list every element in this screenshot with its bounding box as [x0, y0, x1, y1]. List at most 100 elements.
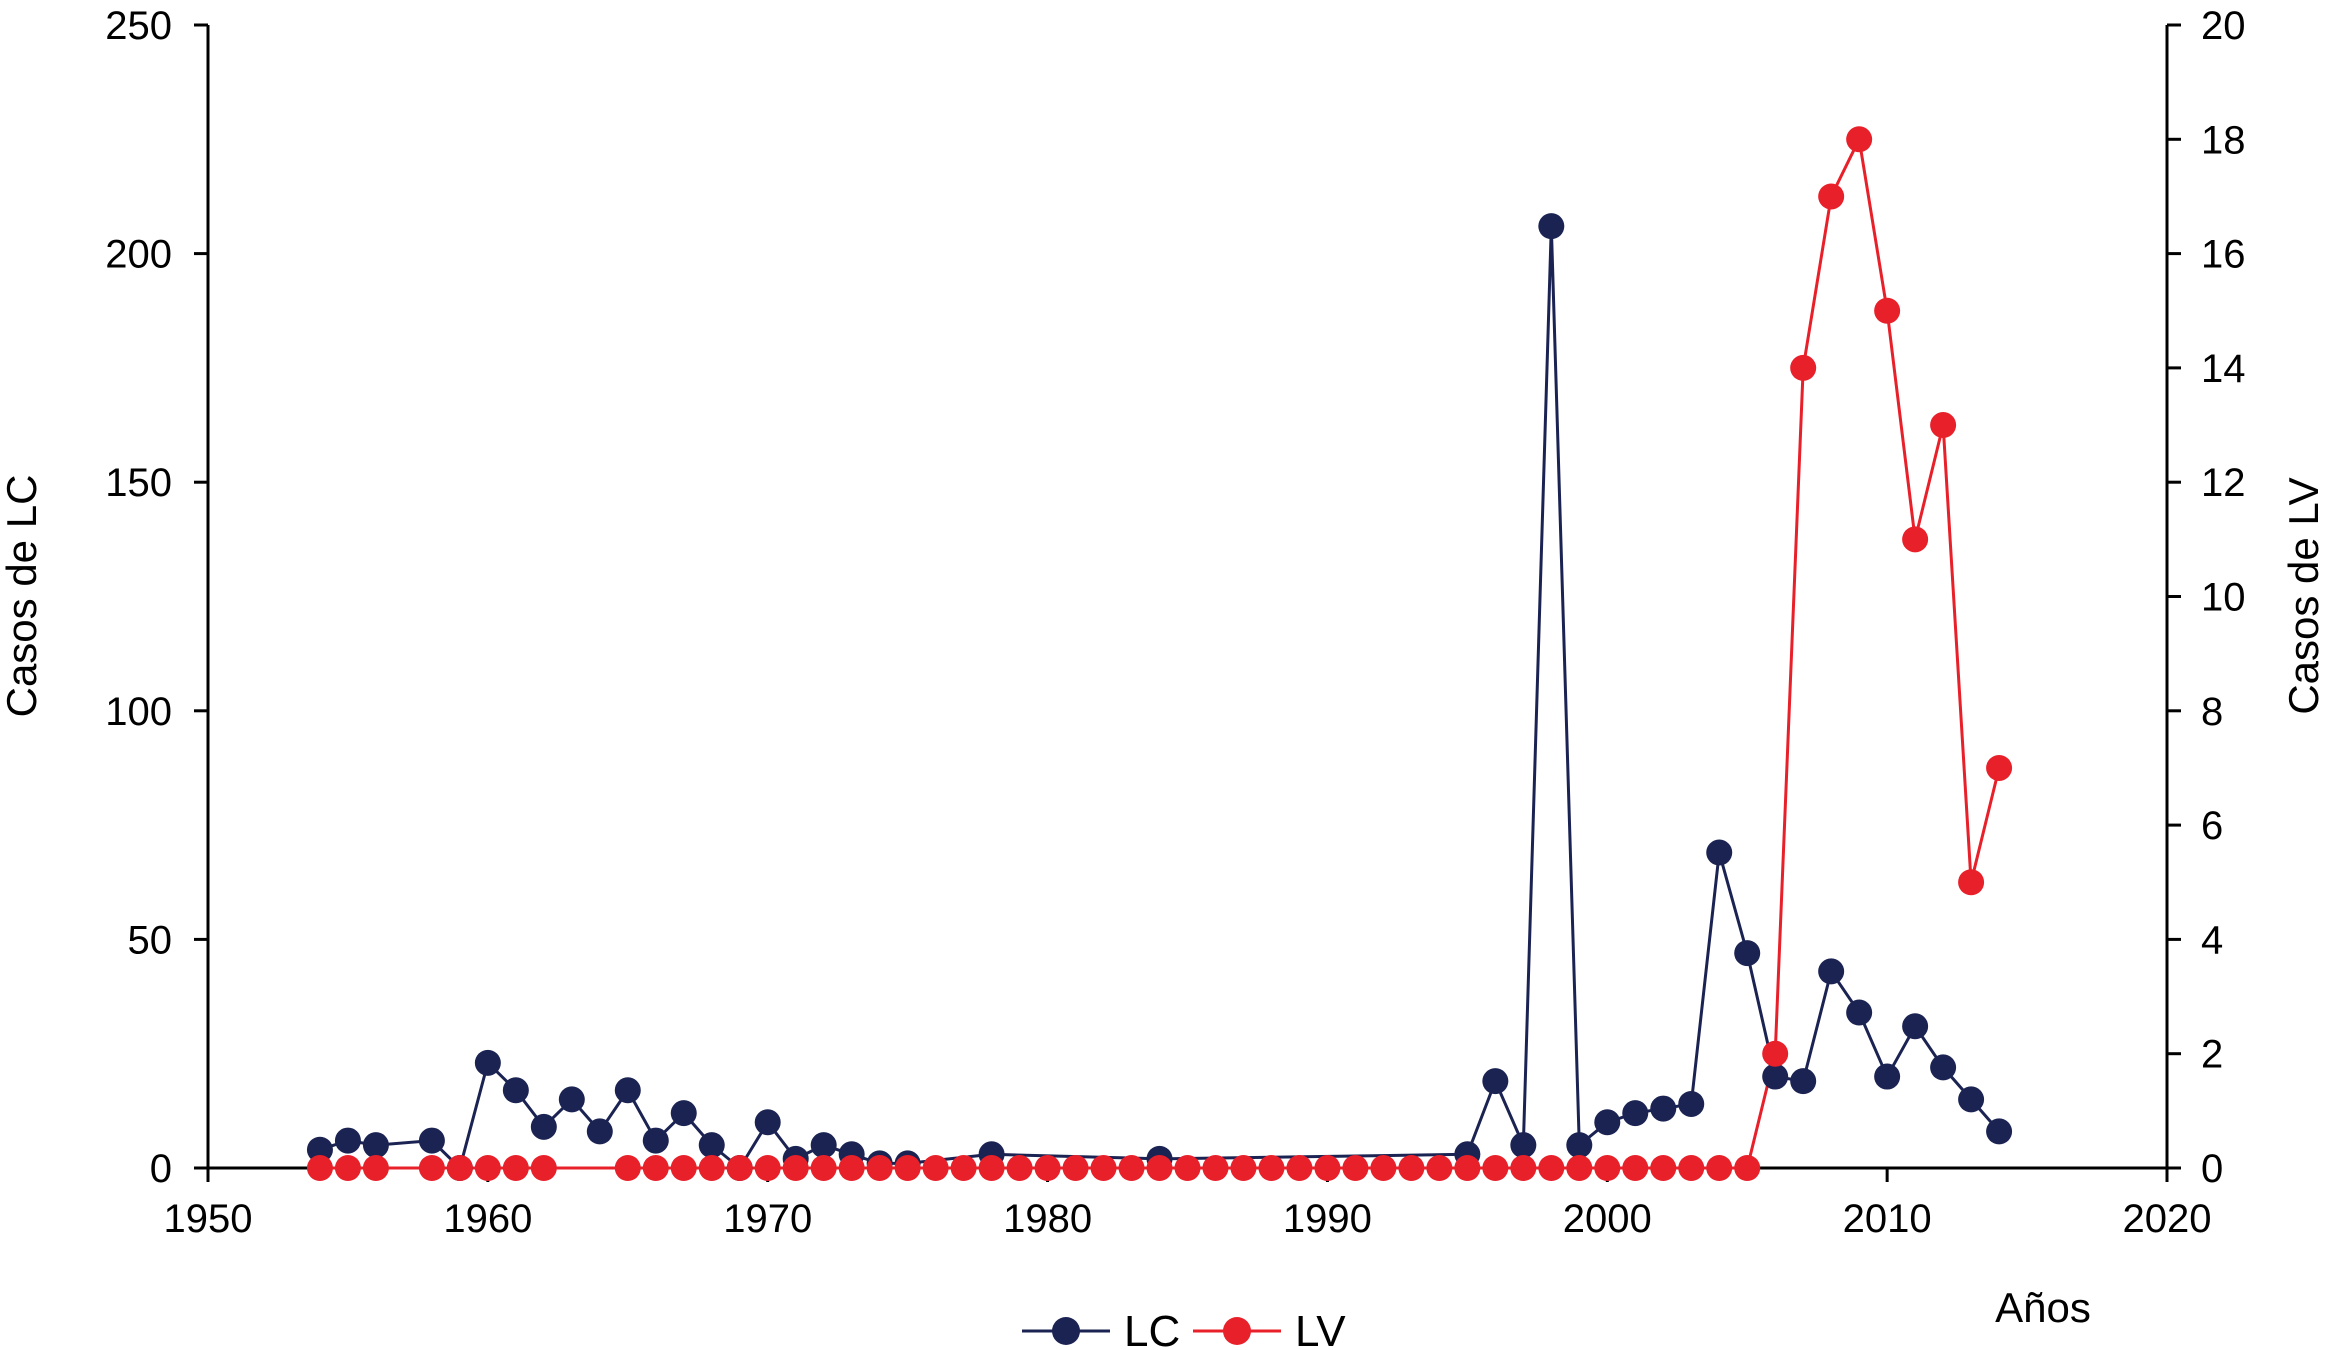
- series-lc-point: [1510, 1132, 1537, 1159]
- series-lv-point: [1286, 1155, 1313, 1181]
- y-right-tick-label: 12: [2201, 461, 2246, 505]
- y-left-tick-label: 200: [105, 233, 172, 277]
- y-left-tick-label: 0: [150, 1147, 172, 1191]
- y-left-tick-label: 250: [105, 4, 172, 48]
- series-lv-point: [894, 1155, 921, 1181]
- y-left-tick-label: 50: [128, 918, 173, 962]
- series-lv-point: [1510, 1155, 1537, 1181]
- series-lc-point: [1706, 839, 1733, 866]
- series-lc-point: [1734, 940, 1761, 967]
- series-lc-point: [1790, 1068, 1817, 1095]
- legend-lv-marker: [1223, 1317, 1251, 1345]
- series-lc-point: [1566, 1132, 1593, 1159]
- series-lv-point: [1174, 1155, 1201, 1181]
- series-lc-point: [1986, 1118, 2013, 1145]
- series-lv-point: [446, 1155, 473, 1181]
- series-lc-point: [474, 1049, 501, 1076]
- series-lv-point: [726, 1155, 753, 1181]
- legend-lv-label: LV: [1295, 1307, 1346, 1350]
- series-lc-point: [334, 1127, 361, 1154]
- x-tick-label: 1990: [1283, 1197, 1372, 1241]
- y-right-tick-label: 14: [2201, 347, 2246, 391]
- series-lc-point: [1902, 1013, 1929, 1040]
- series-lc-point: [698, 1132, 725, 1159]
- series-lv-point: [1538, 1155, 1565, 1181]
- series-lv-point: [1958, 869, 1985, 896]
- series-lv-point: [1146, 1155, 1173, 1181]
- series-lv-point: [1650, 1155, 1677, 1181]
- x-tick-label: 2000: [1563, 1197, 1652, 1241]
- series-lv-point: [474, 1155, 501, 1181]
- series-lv-point: [810, 1155, 837, 1181]
- series-lv-point: [1706, 1155, 1733, 1181]
- series-lv-point: [698, 1155, 725, 1181]
- series-lc-point: [362, 1132, 389, 1159]
- y-right-tick-label: 6: [2201, 804, 2223, 848]
- y-axis-left-title: Casos de LC: [0, 475, 45, 718]
- series-lv-point: [838, 1155, 865, 1181]
- series-lc-point: [558, 1086, 585, 1113]
- series-lv-point: [922, 1155, 949, 1181]
- series-lv-point: [1314, 1155, 1341, 1181]
- x-tick-label: 1970: [723, 1197, 812, 1241]
- series-lv-point: [1930, 412, 1957, 439]
- series-lv-point: [1566, 1155, 1593, 1181]
- y-axis-right-title: Casos de LV: [2280, 477, 2327, 714]
- series-lc-point: [1678, 1090, 1705, 1117]
- series-lv-point: [1874, 297, 1901, 324]
- series-lc-point: [754, 1109, 781, 1136]
- series-lv-point: [362, 1155, 389, 1181]
- series-lv-point: [1818, 183, 1845, 210]
- series-lv-point: [334, 1155, 361, 1181]
- series-lv-point: [1034, 1155, 1061, 1181]
- y-right-tick-label: 2: [2201, 1033, 2223, 1077]
- series-lv-point: [1594, 1155, 1621, 1181]
- series-lv-point: [530, 1155, 557, 1181]
- legend-lc-marker: [1052, 1317, 1080, 1345]
- series-lv-point: [1342, 1155, 1369, 1181]
- series-lc-point: [670, 1100, 697, 1127]
- series-lv-point: [1090, 1155, 1117, 1181]
- series-lv-point: [670, 1155, 697, 1181]
- series-lv-point: [1398, 1155, 1425, 1181]
- series-lv-point: [1902, 526, 1929, 553]
- y-right-tick-label: 8: [2201, 690, 2223, 734]
- series-lv-point: [614, 1155, 641, 1181]
- series-lc-point: [1930, 1054, 1957, 1081]
- series-lv-point: [1482, 1155, 1509, 1181]
- series-lv-point: [642, 1155, 669, 1181]
- y-left-tick-label: 100: [105, 690, 172, 734]
- series-lv-point: [1846, 126, 1873, 153]
- y-right-tick-label: 0: [2201, 1147, 2223, 1191]
- series-lc-point: [1958, 1086, 1985, 1113]
- series-lv-point: [418, 1155, 445, 1181]
- series-lv-point: [1230, 1155, 1257, 1181]
- series-lv-point: [1986, 754, 2013, 781]
- y-right-tick-label: 16: [2201, 233, 2246, 277]
- series-lc-point: [530, 1113, 557, 1140]
- x-axis-ticks: 1950 1960 1970 1980 1990 2000 2010 2020: [164, 1168, 2211, 1241]
- series-lc-point: [306, 1136, 333, 1163]
- series-lc-point: [1762, 1063, 1789, 1090]
- series-lv-point: [1678, 1155, 1705, 1181]
- series-lv-point: [1426, 1155, 1453, 1181]
- y-right-tick-label: 18: [2201, 118, 2246, 162]
- series-layer: [306, 126, 2013, 1181]
- series-lv-point: [1622, 1155, 1649, 1181]
- series-lv-point: [1118, 1155, 1145, 1181]
- series-lv-point: [950, 1155, 977, 1181]
- series-lv-point: [1454, 1155, 1481, 1181]
- x-tick-label: 1980: [1003, 1197, 1092, 1241]
- series-lv-point: [1202, 1155, 1229, 1181]
- series-lc-point: [1846, 999, 1873, 1026]
- series-lc-point: [642, 1127, 669, 1154]
- series-lc-point: [418, 1127, 445, 1154]
- series-lv-point: [1006, 1155, 1033, 1181]
- y-right-tick-label: 10: [2201, 576, 2246, 620]
- series-lv-point: [754, 1155, 781, 1181]
- series-lv-point: [1062, 1155, 1089, 1181]
- series-lc-point: [1594, 1109, 1621, 1136]
- series-lc-point: [614, 1077, 641, 1104]
- series-lv-point: [866, 1155, 893, 1181]
